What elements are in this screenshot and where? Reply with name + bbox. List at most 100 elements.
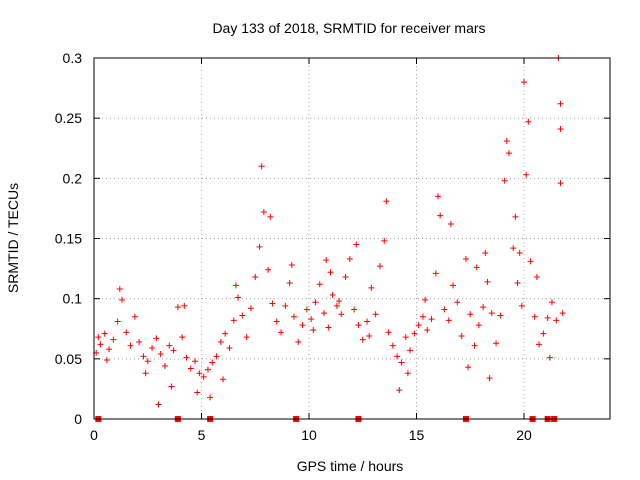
data-point <box>346 255 353 262</box>
data-point <box>422 296 429 303</box>
x-axis-label: GPS time / hours <box>297 458 404 474</box>
data-point <box>222 330 229 337</box>
data-point <box>557 180 564 187</box>
data-point <box>187 365 194 372</box>
data-point <box>155 401 162 408</box>
data-point <box>200 373 207 380</box>
data-point <box>325 324 332 331</box>
data-point <box>525 118 532 125</box>
data-point <box>243 334 250 341</box>
data-point <box>204 366 211 373</box>
data-point <box>505 150 512 157</box>
data-point <box>372 311 379 318</box>
data-point <box>273 318 280 325</box>
data-point <box>194 389 201 396</box>
data-point <box>338 311 345 318</box>
data-point <box>394 353 401 360</box>
data-point <box>497 312 504 319</box>
data-point <box>514 280 521 287</box>
data-point <box>114 318 121 325</box>
data-point <box>142 370 149 377</box>
data-point <box>153 335 160 342</box>
data-point <box>342 274 349 281</box>
data-point <box>161 363 168 370</box>
y-tick-label: 0.2 <box>63 170 83 186</box>
data-point <box>288 261 295 268</box>
data-point <box>462 255 469 262</box>
y-tick-label: 0 <box>74 411 82 427</box>
x-tick-label: 20 <box>516 427 532 443</box>
data-point <box>523 171 530 178</box>
data-point <box>381 237 388 244</box>
data-point <box>404 370 411 377</box>
data-point <box>131 313 138 320</box>
plot-frame <box>93 57 611 420</box>
data-point <box>295 338 302 345</box>
data-point <box>333 302 340 309</box>
data-point <box>192 358 199 365</box>
data-point <box>510 245 517 252</box>
data-point <box>450 282 457 289</box>
data-point <box>424 326 431 333</box>
data-point <box>144 358 151 365</box>
data-point <box>553 317 560 324</box>
data-point <box>183 354 190 361</box>
data-point <box>484 278 491 285</box>
data-point <box>385 329 392 336</box>
data-point <box>376 263 383 270</box>
data-point <box>336 298 343 305</box>
data-point <box>447 221 454 228</box>
data-point <box>536 341 543 348</box>
data-point <box>226 345 233 352</box>
data-point <box>312 299 319 306</box>
data-point <box>501 177 508 184</box>
x-tick-label: 15 <box>409 427 425 443</box>
axis-layer: 0 0.05 0.1 0.15 0.2 0.25 0.3 0 5 10 15 20 <box>55 50 610 443</box>
data-point <box>407 347 414 354</box>
data-point <box>252 274 259 281</box>
data-point <box>396 387 403 394</box>
data-point <box>516 249 523 256</box>
y-tick-label: 0.3 <box>63 50 83 66</box>
data-point <box>213 353 220 360</box>
data-point <box>398 359 405 366</box>
data-point <box>467 311 474 318</box>
data-point <box>321 310 328 317</box>
data-point <box>518 302 525 309</box>
data-point <box>557 125 564 132</box>
data-point <box>179 334 186 341</box>
data-point <box>269 300 276 307</box>
data-point <box>480 304 487 311</box>
data-point <box>445 317 452 324</box>
data-point <box>544 314 551 321</box>
data-point <box>97 341 104 348</box>
data-point <box>383 198 390 205</box>
data-point <box>140 353 147 360</box>
data-point <box>265 266 272 273</box>
data-point <box>548 299 555 306</box>
data-point <box>136 338 143 345</box>
x-tick-label: 10 <box>301 427 317 443</box>
data-point <box>473 264 480 271</box>
data-point <box>527 258 534 265</box>
data-point <box>432 270 439 277</box>
data-point <box>308 316 315 323</box>
data-point <box>149 345 156 352</box>
data-point <box>247 305 254 312</box>
data-point <box>482 249 489 256</box>
data-point <box>278 329 285 336</box>
data-point <box>458 332 465 339</box>
y-tick-label: 0.15 <box>55 231 82 247</box>
data-point <box>217 338 224 345</box>
y-tick-label: 0.1 <box>63 291 83 307</box>
data-point <box>181 302 188 309</box>
data-point <box>260 209 267 216</box>
data-point <box>116 286 123 293</box>
data-point <box>475 322 482 329</box>
data-point <box>166 342 173 349</box>
data-point <box>327 269 334 276</box>
data-point <box>546 354 553 361</box>
data-point <box>368 284 375 291</box>
